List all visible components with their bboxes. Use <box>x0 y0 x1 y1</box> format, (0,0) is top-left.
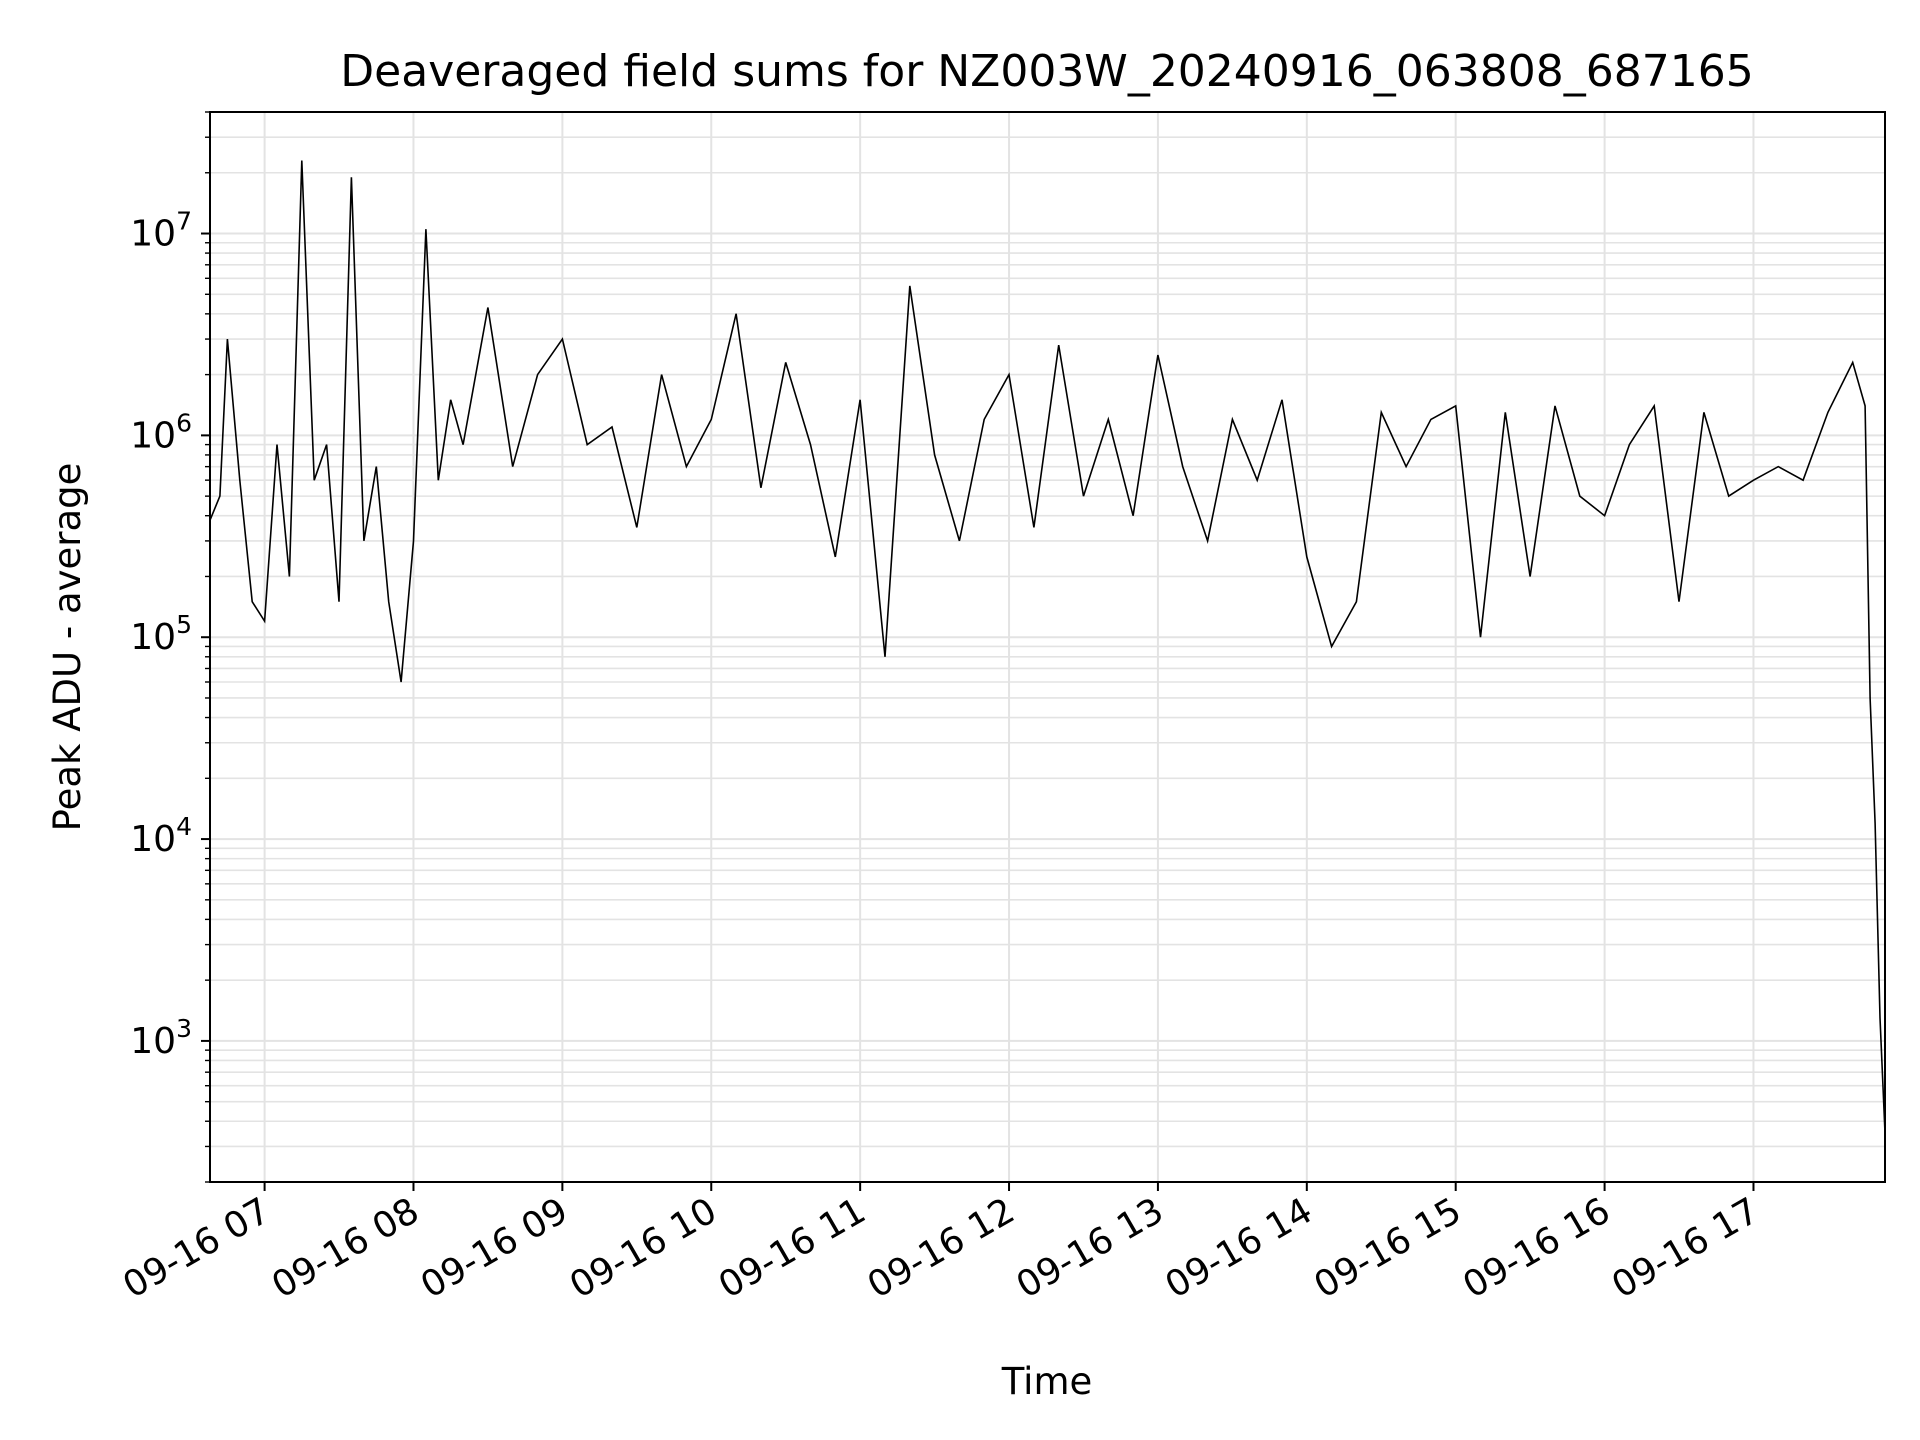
x-tick-label: 09-16 13 <box>1010 1190 1171 1306</box>
chart-title: Deaveraged field sums for NZ003W_2024091… <box>340 46 1753 97</box>
y-tick-label: 103 <box>130 1014 192 1062</box>
y-tick-label: 107 <box>130 207 192 255</box>
gridlines <box>210 111 1885 1183</box>
y-tick-label: 106 <box>130 408 192 456</box>
x-tick-label: 09-16 14 <box>1159 1190 1320 1306</box>
x-tick-label: 09-16 09 <box>414 1190 575 1306</box>
x-tick-label: 09-16 11 <box>712 1190 873 1306</box>
series-line <box>210 160 1885 1133</box>
x-axis-label: Time <box>1001 1360 1093 1403</box>
x-tick-label: 09-16 16 <box>1456 1190 1617 1306</box>
x-tick-label: 09-16 08 <box>265 1190 426 1306</box>
y-axis-label: Peak ADU - average <box>46 463 89 832</box>
y-tick-label: 104 <box>130 812 192 860</box>
x-tick-label: 09-16 17 <box>1605 1190 1766 1306</box>
ticks <box>201 111 1755 1191</box>
y-tick-label: 105 <box>130 610 192 658</box>
series-layer <box>210 160 1885 1133</box>
x-tick-label: 09-16 10 <box>563 1190 724 1306</box>
x-tick-label: 09-16 07 <box>116 1190 277 1306</box>
x-tick-label: 09-16 15 <box>1308 1190 1469 1306</box>
x-tick-label: 09-16 12 <box>861 1190 1022 1306</box>
